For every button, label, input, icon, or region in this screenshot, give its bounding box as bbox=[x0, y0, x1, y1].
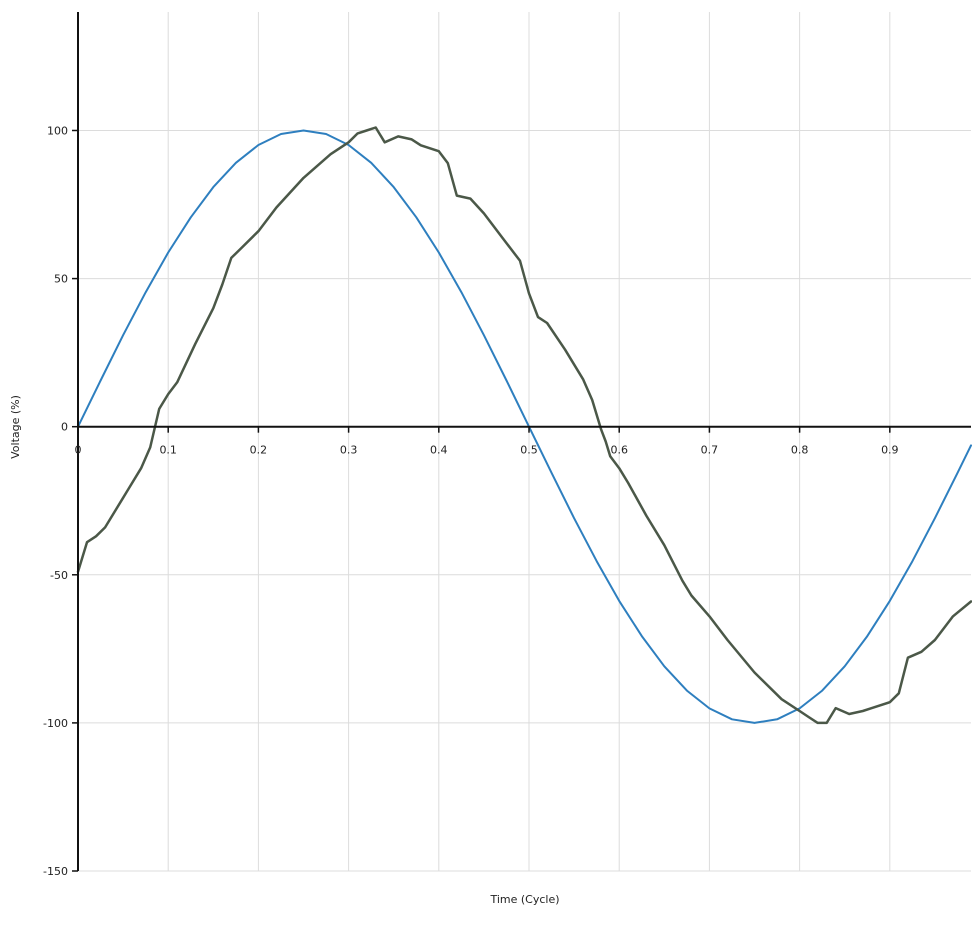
x-tick-label: 0.6 bbox=[610, 444, 628, 457]
series-lines bbox=[76, 126, 972, 725]
y-tick-label: 50 bbox=[54, 273, 68, 286]
gridlines bbox=[78, 12, 971, 872]
y-axis-title: Voltage (%) bbox=[9, 395, 22, 459]
x-tick-label: 0.3 bbox=[340, 444, 358, 457]
y-tick-label: -50 bbox=[50, 569, 68, 582]
x-tick-label: 0.8 bbox=[791, 444, 809, 457]
tick-labels: 100 50 0 -50 -100 -150 0 0.1 0.2 0.3 0.4 0.5 0.6 0.7 0… bbox=[43, 124, 899, 878]
x-tick-label: 0.4 bbox=[430, 444, 448, 457]
x-tick-label: 0.9 bbox=[881, 444, 899, 457]
y-tick-label: 100 bbox=[47, 124, 68, 137]
x-axis-title: Time (Cycle) bbox=[489, 893, 559, 906]
x-tick-label: 0.5 bbox=[520, 444, 538, 457]
x-tick-label: 0.2 bbox=[250, 444, 268, 457]
series-line-2 bbox=[76, 126, 972, 725]
x-tick-label: 0.7 bbox=[701, 444, 719, 457]
x-tick-label: 0 bbox=[75, 444, 82, 457]
y-tick-label: 0 bbox=[61, 421, 68, 434]
y-tick-label: -150 bbox=[43, 865, 68, 878]
x-tick-label: 0.1 bbox=[159, 444, 177, 457]
y-tick-label: -100 bbox=[43, 717, 68, 730]
axes bbox=[72, 12, 971, 872]
